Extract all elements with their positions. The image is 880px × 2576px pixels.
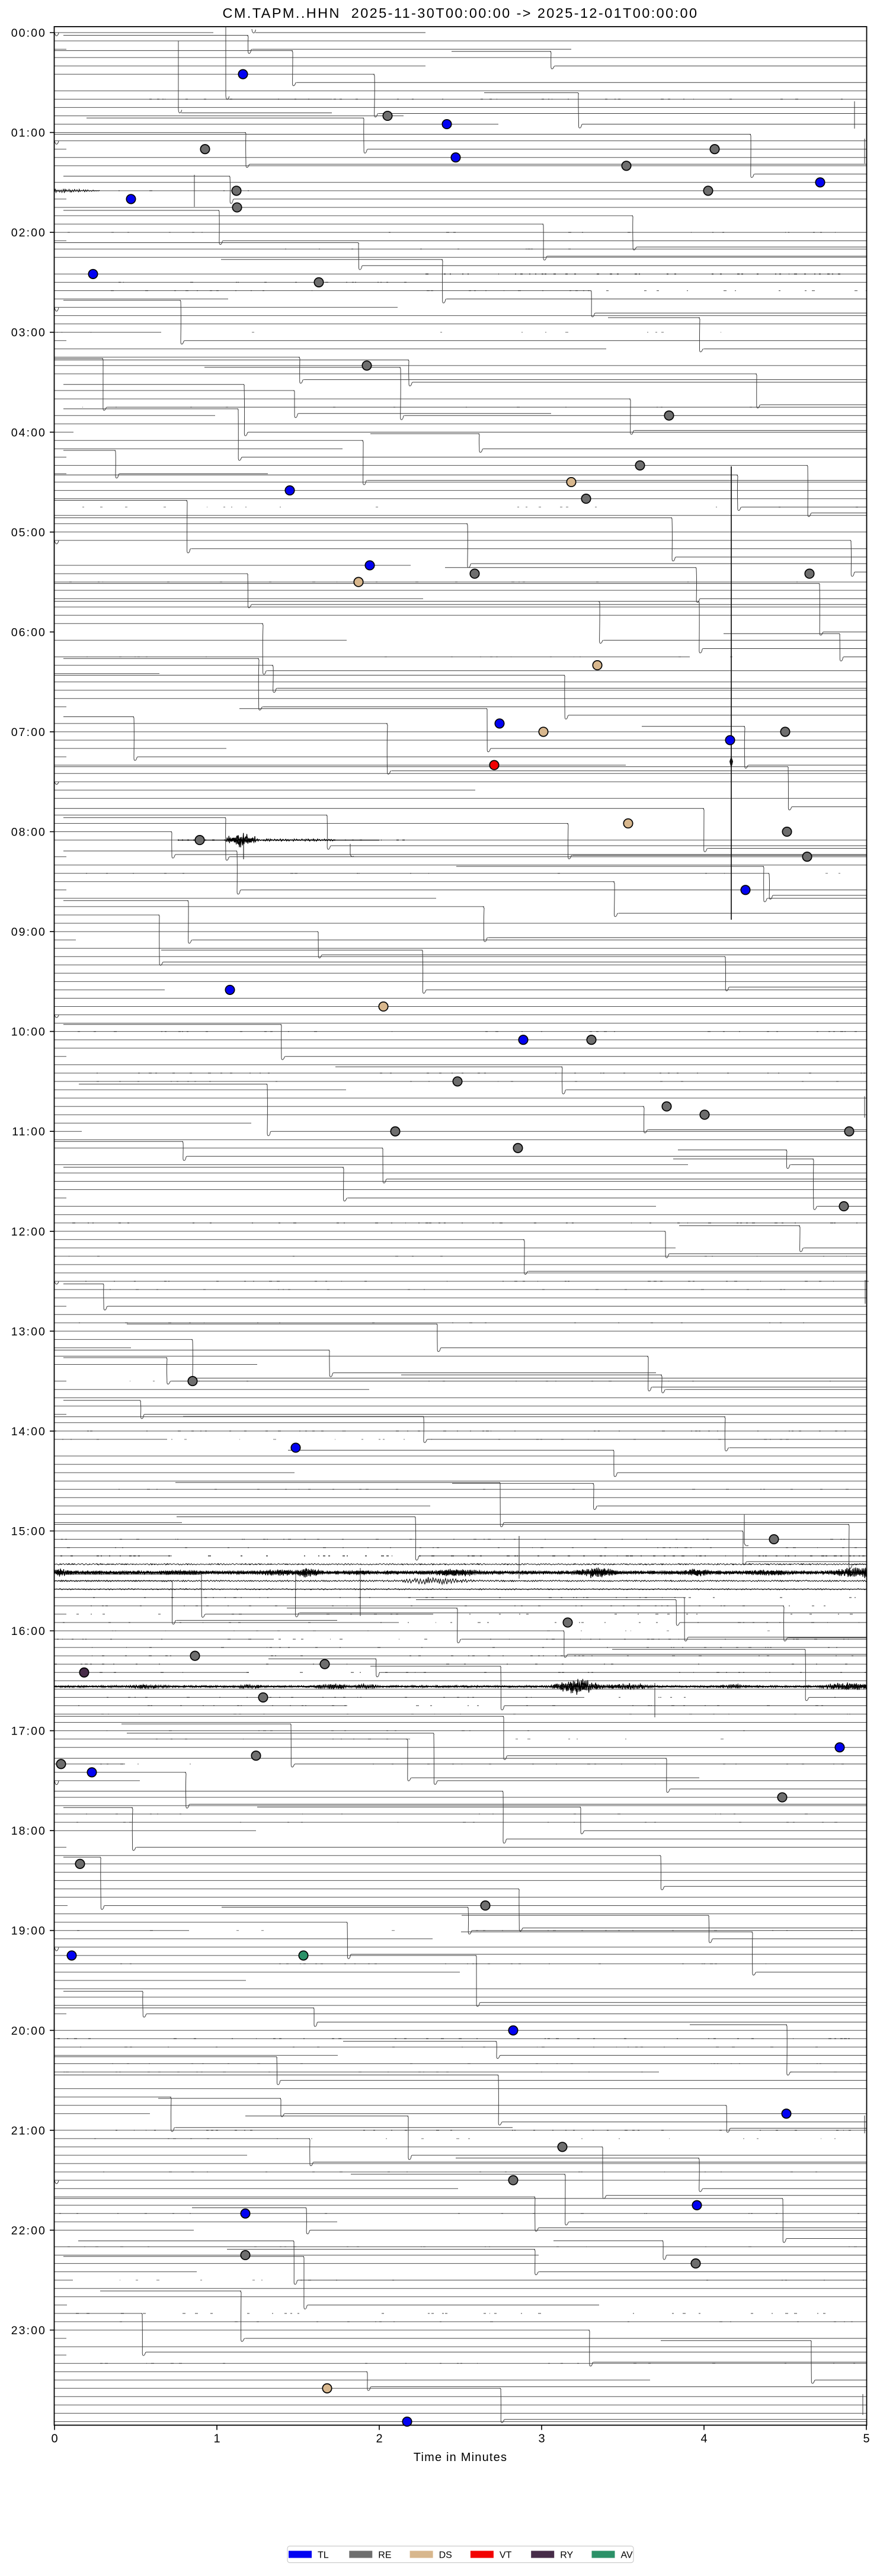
svg-text:TL: TL bbox=[318, 2551, 329, 2561]
svg-text:07:00: 07:00 bbox=[11, 726, 46, 739]
svg-text:0: 0 bbox=[51, 2433, 57, 2446]
svg-text:Time in Minutes: Time in Minutes bbox=[414, 2451, 507, 2464]
svg-text:23:00: 23:00 bbox=[11, 2324, 46, 2337]
svg-text:20:00: 20:00 bbox=[11, 2024, 46, 2037]
svg-text:02:00: 02:00 bbox=[11, 226, 46, 239]
svg-text:15:00: 15:00 bbox=[11, 1525, 46, 1538]
svg-text:13:00: 13:00 bbox=[11, 1325, 46, 1338]
svg-text:01:00: 01:00 bbox=[11, 127, 46, 140]
svg-text:16:00: 16:00 bbox=[11, 1625, 46, 1638]
svg-text:12:00: 12:00 bbox=[11, 1225, 46, 1239]
svg-text:18:00: 18:00 bbox=[11, 1825, 46, 1838]
svg-text:19:00: 19:00 bbox=[11, 1925, 46, 1938]
svg-text:DS: DS bbox=[439, 2551, 452, 2561]
svg-text:03:00: 03:00 bbox=[11, 327, 46, 340]
svg-text:22:00: 22:00 bbox=[11, 2224, 46, 2237]
svg-text:10:00: 10:00 bbox=[11, 1026, 46, 1039]
svg-text:17:00: 17:00 bbox=[11, 1725, 46, 1738]
svg-text:RE: RE bbox=[378, 2551, 391, 2561]
svg-text:09:00: 09:00 bbox=[11, 926, 46, 939]
svg-text:4: 4 bbox=[700, 2433, 707, 2446]
svg-text:CM.TAPM..HHN 2025-11-30T00:00: CM.TAPM..HHN 2025-11-30T00:00:00 -> 2025… bbox=[223, 5, 699, 21]
svg-text:21:00: 21:00 bbox=[11, 2124, 46, 2137]
svg-text:1: 1 bbox=[213, 2433, 220, 2446]
svg-text:2: 2 bbox=[376, 2433, 382, 2446]
svg-text:08:00: 08:00 bbox=[11, 826, 46, 839]
svg-text:11:00: 11:00 bbox=[12, 1125, 46, 1138]
svg-text:VT: VT bbox=[500, 2551, 512, 2561]
svg-text:05:00: 05:00 bbox=[11, 526, 46, 539]
svg-text:3: 3 bbox=[538, 2433, 545, 2446]
svg-text:00:00: 00:00 bbox=[11, 27, 46, 40]
svg-text:06:00: 06:00 bbox=[11, 626, 46, 639]
svg-text:AV: AV bbox=[621, 2551, 633, 2561]
svg-text:RY: RY bbox=[560, 2551, 573, 2561]
svg-text:14:00: 14:00 bbox=[11, 1425, 46, 1438]
svg-text:04:00: 04:00 bbox=[11, 426, 46, 439]
svg-text:5: 5 bbox=[863, 2433, 869, 2446]
